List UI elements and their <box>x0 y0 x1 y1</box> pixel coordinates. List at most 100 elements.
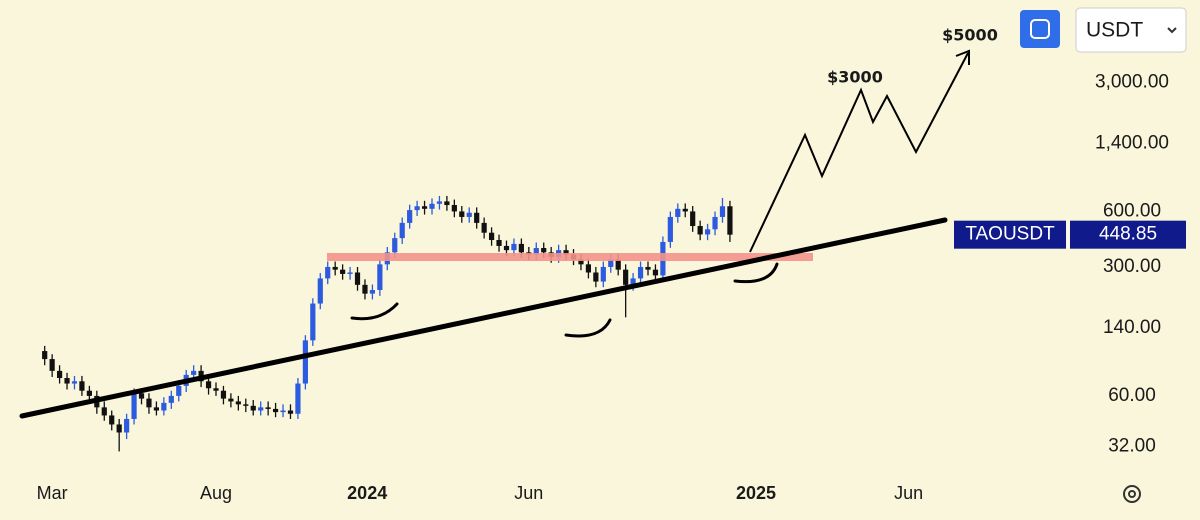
candle-body <box>228 398 234 402</box>
candle-body <box>116 424 122 433</box>
y-tick-label: 600.00 <box>1103 200 1161 221</box>
settings-icon-center <box>1128 490 1136 498</box>
x-tick-label: Mar <box>37 483 68 503</box>
candle-body <box>459 211 465 217</box>
candle-body <box>392 238 398 253</box>
candle-body <box>310 303 316 341</box>
candle-body <box>518 243 524 253</box>
candle-body <box>719 206 726 217</box>
x-tick-label: 2024 <box>347 483 387 503</box>
y-tick-label: 300.00 <box>1103 256 1161 277</box>
candle-body <box>407 210 413 223</box>
candle-body <box>362 284 368 294</box>
candle-body <box>317 278 323 304</box>
currency-label: USDT <box>1086 19 1143 42</box>
x-tick-label: Jun <box>514 483 543 503</box>
y-tick-label: 140.00 <box>1103 317 1161 338</box>
candle-body <box>399 222 405 239</box>
price-badge <box>1070 220 1186 249</box>
candle-body <box>727 206 733 235</box>
candle-body <box>265 407 271 409</box>
x-tick-label: 2025 <box>736 483 776 503</box>
candle-body <box>451 205 457 212</box>
candle-body <box>138 393 145 399</box>
candle-body <box>56 370 63 379</box>
candle-body <box>176 385 182 396</box>
candle-body <box>444 201 450 206</box>
candle-body <box>272 408 279 413</box>
candle-body <box>511 243 517 251</box>
candle-body <box>377 264 383 291</box>
symbol-label: TAOUSDT <box>965 224 1055 245</box>
candle-body <box>153 407 160 411</box>
candle-body <box>295 383 301 414</box>
icon <box>1030 19 1050 39</box>
candle-body <box>630 278 636 285</box>
candle-body <box>243 404 249 406</box>
x-tick-label: Aug <box>200 483 232 503</box>
y-tick-label: 1,400.00 <box>1095 133 1169 154</box>
candle-body <box>414 206 420 211</box>
price-label: 448.85 <box>1099 224 1157 245</box>
annotation: $3000 <box>827 68 883 87</box>
candle-body <box>488 232 495 240</box>
candle-body <box>146 398 152 408</box>
trend-line <box>19 217 948 419</box>
candle-body <box>585 264 592 273</box>
settings-icon[interactable] <box>1123 485 1141 503</box>
x-tick-label: Jun <box>894 483 923 503</box>
candle-body <box>704 229 711 235</box>
candle-body <box>652 269 659 276</box>
candle-body <box>496 240 502 246</box>
candle-body <box>615 259 621 270</box>
candle-body <box>354 272 361 285</box>
candle-body <box>332 266 338 270</box>
candle-body <box>623 269 629 285</box>
y-tick-label: 32.00 <box>1108 435 1156 456</box>
candle-body <box>466 212 472 217</box>
candle-body <box>205 381 212 389</box>
candle-body <box>712 216 718 230</box>
candle-body <box>49 359 55 371</box>
currency-select[interactable] <box>1075 7 1187 53</box>
candle-body <box>287 410 294 414</box>
y-tick-label: 60.00 <box>1108 385 1156 406</box>
candle-body <box>474 212 480 223</box>
candle-body <box>71 381 78 384</box>
candle-body <box>369 290 376 294</box>
candle-body <box>608 259 614 267</box>
candle-body <box>697 226 703 235</box>
candle-body <box>690 211 696 227</box>
candle-body <box>541 248 547 253</box>
candle-body <box>101 407 107 416</box>
candle-body <box>220 390 227 399</box>
curve-mark <box>350 302 399 321</box>
candle-body <box>347 272 353 274</box>
candle-body <box>191 370 197 375</box>
candle-body <box>436 201 443 204</box>
candle-body <box>168 395 174 403</box>
candle-body <box>213 388 219 391</box>
candle-body <box>124 418 130 433</box>
candle-body <box>250 405 256 411</box>
candle-body <box>481 222 487 233</box>
candle-body <box>667 216 673 242</box>
candle-body <box>600 266 606 282</box>
toolbar-button[interactable] <box>1020 10 1060 48</box>
candle-body <box>161 402 167 411</box>
candle-body <box>421 206 428 209</box>
candle-body <box>503 245 510 251</box>
candle-body <box>109 415 115 425</box>
candle-body <box>578 259 584 265</box>
candle-body <box>533 248 539 255</box>
projection-path <box>749 52 969 253</box>
candle-body <box>682 208 688 212</box>
resistance-zone <box>327 253 813 261</box>
candle-body <box>42 351 48 360</box>
candle-body <box>64 378 70 384</box>
symbol-badge <box>954 220 1066 249</box>
candle-body <box>429 203 435 209</box>
candle-body <box>86 390 92 396</box>
